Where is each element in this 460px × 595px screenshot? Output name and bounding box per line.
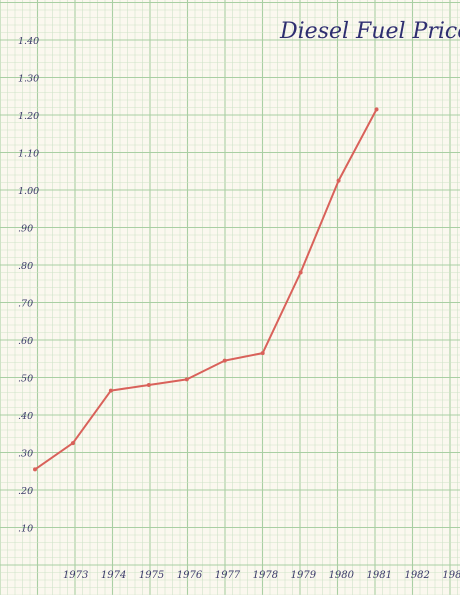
data-point — [336, 178, 341, 183]
y-tick-label: .70 — [18, 299, 33, 310]
y-tick-label: .40 — [18, 411, 33, 422]
x-tick-label: 1982 — [404, 570, 429, 581]
chart-title: Diesel Fuel Price — [279, 19, 460, 44]
y-tick-label: 1.20 — [18, 111, 39, 122]
x-tick-label: 1977 — [215, 570, 241, 581]
data-point — [70, 441, 75, 446]
y-tick-label: 1.10 — [18, 149, 39, 160]
y-tick-label: 1.30 — [18, 74, 39, 85]
y-tick-label: .10 — [18, 524, 33, 535]
y-tick-label: 1.40 — [18, 36, 39, 47]
x-tick-label: 1976 — [177, 570, 203, 581]
x-axis-tick-labels: 1973 1974 1975 1976 1977 1978 1979 1980 1981 1982… — [63, 570, 460, 581]
x-tick-label: 198 — [442, 570, 460, 581]
data-point — [260, 351, 265, 356]
x-tick-label: 1981 — [367, 570, 392, 581]
y-tick-label: .30 — [18, 449, 33, 460]
x-tick-label: 1978 — [253, 570, 278, 581]
y-tick-label: .60 — [18, 336, 33, 347]
y-tick-label: 1.00 — [18, 186, 39, 197]
y-tick-label: .90 — [18, 224, 33, 235]
y-tick-label: .50 — [18, 374, 33, 385]
x-tick-label: 1974 — [101, 570, 126, 581]
data-point — [374, 107, 379, 112]
x-tick-label: 1975 — [139, 570, 164, 581]
data-point — [222, 358, 227, 363]
data-point — [184, 377, 189, 382]
data-point — [298, 270, 303, 275]
y-tick-label: .20 — [18, 486, 33, 497]
data-point — [33, 467, 37, 472]
data-point — [146, 383, 151, 387]
x-tick-label: 1979 — [291, 570, 317, 581]
y-axis-tick-labels: 1.40 1.30 1.20 1.10 1.00 .90 .80 .70 .60 .50 .40 .3… — [18, 36, 39, 535]
series-layer — [33, 107, 379, 472]
series-line — [34, 108, 378, 471]
x-tick-label: 1973 — [63, 570, 88, 581]
y-tick-label: .80 — [18, 261, 33, 272]
data-point — [108, 388, 113, 393]
x-tick-label: 1980 — [329, 570, 355, 581]
